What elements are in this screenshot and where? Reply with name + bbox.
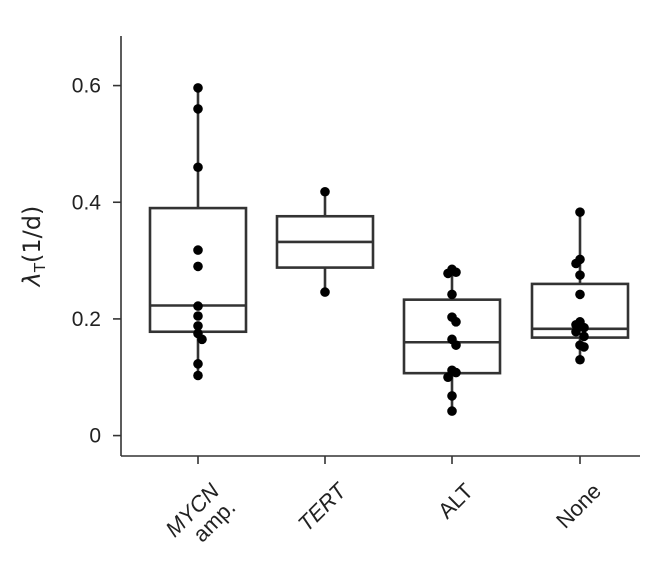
data-point — [197, 334, 207, 345]
x-tick-label-line: None — [551, 478, 606, 533]
y-tick-label: 0.4 — [72, 191, 102, 214]
y-axis-label: λT(1/d) — [18, 206, 49, 289]
data-point — [447, 289, 457, 300]
data-point — [571, 319, 581, 330]
y-axis-label-symbol: λ — [18, 272, 46, 288]
axis-labels: λT(1/d) MYCNamp. TERT ALT None — [18, 206, 606, 558]
x-tick-label: MYCNamp. — [160, 478, 240, 558]
data-point — [571, 258, 581, 269]
axes: 0 0.2 0.4 0.6 — [72, 36, 640, 464]
data-point — [193, 359, 203, 369]
data-point — [451, 267, 461, 278]
data-point — [193, 162, 203, 173]
x-tick-label-line: TERT — [293, 477, 352, 536]
data-point — [579, 342, 589, 352]
data-point — [320, 287, 330, 297]
data-point — [451, 340, 461, 350]
y-tick-label: 0.2 — [72, 308, 101, 331]
data-point — [575, 354, 585, 365]
data-point — [193, 370, 203, 381]
x-tick-label: ALT — [433, 478, 478, 523]
data-point — [320, 186, 330, 197]
data-point — [443, 268, 453, 279]
data-point — [443, 372, 453, 383]
y-tick-label: 0 — [89, 425, 101, 448]
data-point — [575, 207, 585, 217]
data-point — [451, 367, 461, 378]
data-point — [575, 270, 585, 280]
data-point — [193, 261, 203, 272]
data-point — [579, 322, 589, 333]
data-point — [447, 406, 457, 416]
data-point — [575, 289, 585, 300]
data-point — [579, 331, 589, 342]
y-axis-label-subscript: T — [31, 262, 49, 273]
x-tick-label: None — [551, 478, 606, 533]
data-point — [193, 321, 203, 331]
y-axis-label-units: (1/d) — [18, 206, 46, 263]
data-points — [193, 83, 589, 416]
x-tick-label-line: ALT — [433, 478, 478, 523]
data-point — [193, 311, 203, 321]
data-point — [193, 301, 203, 311]
data-point — [193, 83, 203, 93]
data-point — [571, 326, 581, 337]
data-point — [447, 391, 457, 401]
data-point — [193, 104, 203, 114]
x-tick-label: TERT — [293, 477, 352, 536]
data-point — [193, 245, 203, 255]
data-point — [451, 317, 461, 327]
y-tick-label: 0.6 — [72, 75, 101, 98]
boxes — [148, 87, 630, 412]
